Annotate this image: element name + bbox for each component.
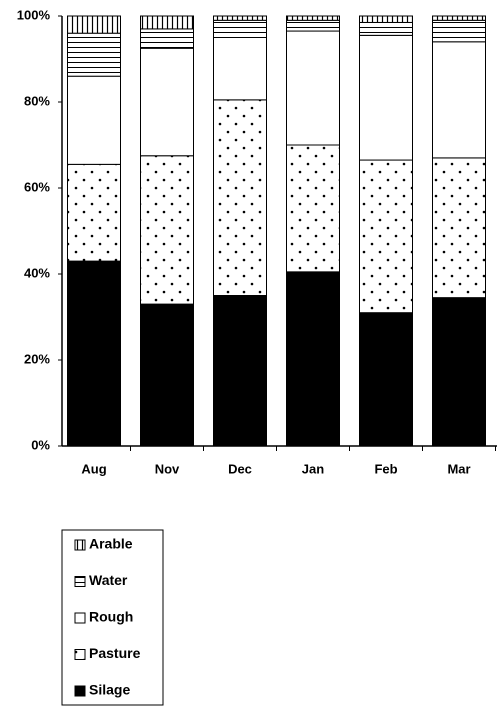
bar-segment [140,28,194,49]
y-tick-label: 80% [24,93,50,108]
x-tick-label: Feb [374,461,397,476]
bar-segment [359,159,413,314]
bar-segment [213,37,267,101]
y-tick-label: 60% [24,179,50,194]
bar-segment [213,15,267,21]
bar-segment [213,19,267,38]
x-tick-label: Aug [81,461,106,476]
bar-segment [140,155,194,305]
legend-label: Water [89,572,128,588]
bar-segment [359,21,413,36]
legend-swatch [74,539,86,551]
bar-segment [67,75,121,165]
legend-swatch [74,612,86,624]
bar-segment [432,297,486,447]
bar-segment [432,157,486,299]
x-tick-label: Dec [228,461,252,476]
bar-segment [67,32,121,77]
bar-segment [432,19,486,43]
bar-segment [286,144,340,273]
bar-segment [286,19,340,32]
y-tick-label: 0% [31,437,50,452]
bar-segment [359,15,413,23]
y-tick-label: 40% [24,265,50,280]
legend-label: Rough [89,609,133,625]
legend-swatch [74,685,86,697]
bar-segment [67,163,121,262]
bar-segment [359,34,413,161]
bar-segment [432,41,486,159]
bar-segment [140,47,194,157]
bar-segment [67,260,121,447]
x-tick-label: Mar [447,461,470,476]
bar-segment [432,15,486,21]
bar-segment [213,295,267,447]
legend-swatch [74,576,86,587]
legend-label: Pasture [89,645,141,661]
legend-swatch [74,649,86,660]
legend-label: Silage [89,682,130,698]
x-tick-label: Nov [155,461,180,476]
bar-segment [286,30,340,146]
bar-segment [140,303,194,447]
bar-segment [286,15,340,21]
bar-segment [213,99,267,296]
bar-segment [140,15,194,30]
bar-segment [286,271,340,447]
y-tick-label: 20% [24,351,50,366]
legend-label: Arable [89,536,133,552]
x-tick-label: Jan [302,461,324,476]
y-tick-label: 100% [17,7,51,22]
bar-segment [359,312,413,447]
bar-segment [67,15,121,34]
